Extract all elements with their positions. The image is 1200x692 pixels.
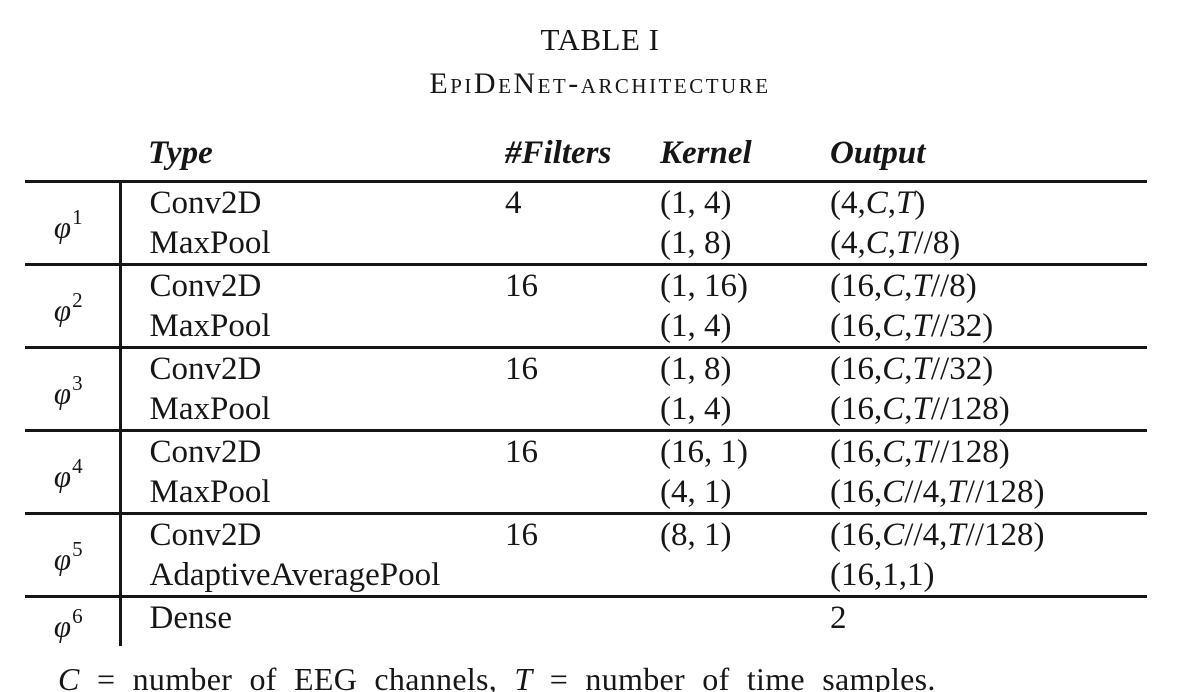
- layer-label: φ3: [25, 347, 122, 431]
- table-row: AdaptiveAveragePool (16,1,1): [25, 555, 1147, 597]
- cell-output: (16,C,T//8): [830, 268, 977, 304]
- cell-kernel: (1, 8): [660, 351, 732, 387]
- cell-filters: 16: [505, 517, 538, 553]
- column-header-kernel: Kernel: [655, 134, 825, 183]
- cell-output: (16,C,T//32): [830, 308, 994, 344]
- cell-filters: [500, 306, 655, 348]
- table-header: Type #Filters Kernel Output: [25, 134, 1147, 183]
- cell-filters: [500, 223, 655, 265]
- cell-kernel: (8, 1): [660, 517, 732, 553]
- cell-filters: [500, 597, 655, 647]
- cell-filters: [500, 472, 655, 514]
- table-row: MaxPool (1, 4) (16,C,T//128): [25, 389, 1147, 431]
- table-row: φ2 Conv2D 16 (1, 16) (16,C,T//8): [25, 264, 1147, 348]
- column-header-phi: [25, 134, 120, 183]
- header-row: Type #Filters Kernel Output: [25, 134, 1147, 183]
- cell-filters: 16: [505, 268, 538, 304]
- table-footnote: C = number of EEG channels, T = number o…: [58, 661, 936, 692]
- layer-label: φ4: [25, 430, 122, 514]
- cell-output: (16,C//4,T//128): [830, 517, 1045, 553]
- cell-type: Conv2D: [149, 185, 262, 221]
- cell-kernel: (1, 8): [660, 225, 732, 261]
- table-row: MaxPool (1, 4) (16,C,T//32): [25, 306, 1147, 348]
- cell-output: (16,C//4,T//128): [830, 474, 1045, 510]
- column-header-output: Output: [825, 134, 1147, 183]
- cell-type: Dense: [149, 600, 232, 636]
- table-caption-number: TABLE I: [540, 22, 660, 57]
- layer-group-phi1: φ1 Conv2D 4 (1, 4) (4,C,T) MaxPool (1, 8…: [25, 181, 1147, 265]
- table-row: φ3 Conv2D 16 (1, 8) (16,C,T//32): [25, 347, 1147, 431]
- cell-output: (16,C,T//128): [830, 391, 1010, 427]
- table-row: MaxPool (1, 8) (4,C,T//8): [25, 223, 1147, 265]
- cell-kernel: (1, 4): [660, 308, 732, 344]
- cell-kernel: (1, 4): [660, 185, 732, 221]
- layer-label: φ1: [25, 181, 122, 265]
- cell-filters: 16: [505, 434, 538, 470]
- cell-type: MaxPool: [149, 391, 271, 427]
- cell-type: MaxPool: [149, 308, 271, 344]
- cell-kernel: (1, 4): [660, 391, 732, 427]
- cell-type: MaxPool: [149, 474, 271, 510]
- table-row: φ6 Dense 2: [25, 596, 1147, 647]
- layer-label: φ6: [25, 596, 122, 647]
- cell-kernel: (16, 1): [660, 434, 748, 470]
- cell-kernel: [655, 555, 825, 597]
- cell-type: Conv2D: [149, 351, 262, 387]
- table-row: φ4 Conv2D 16 (16, 1) (16,C,T//128): [25, 430, 1147, 514]
- cell-filters: [500, 555, 655, 597]
- cell-filters: [500, 389, 655, 431]
- architecture-table: Type #Filters Kernel Output φ1 Conv2D 4 …: [25, 134, 1147, 647]
- cell-output: 2: [830, 600, 847, 636]
- table-row: φ5 Conv2D 16 (8, 1) (16,C//4,T//128): [25, 513, 1147, 597]
- layer-label: φ5: [25, 513, 122, 597]
- cell-output: (16,1,1): [830, 557, 935, 593]
- cell-type: Conv2D: [149, 268, 262, 304]
- layer-group-phi6: φ6 Dense 2: [25, 596, 1147, 647]
- table-row: φ1 Conv2D 4 (1, 4) (4,C,T): [25, 181, 1147, 265]
- cell-type: MaxPool: [149, 225, 271, 261]
- cell-kernel: (4, 1): [660, 474, 732, 510]
- table-caption-title: EpiDeNet-architecture: [429, 67, 771, 100]
- layer-group-phi3: φ3 Conv2D 16 (1, 8) (16,C,T//32) MaxPool…: [25, 347, 1147, 431]
- cell-output: (16,C,T//128): [830, 434, 1010, 470]
- cell-output: (4,C,T//8): [830, 225, 961, 261]
- layer-group-phi4: φ4 Conv2D 16 (16, 1) (16,C,T//128) MaxPo…: [25, 430, 1147, 514]
- cell-filters: 16: [505, 351, 538, 387]
- layer-label: φ2: [25, 264, 122, 348]
- cell-output: (16,C,T//32): [830, 351, 994, 387]
- cell-filters: 4: [505, 185, 522, 221]
- cell-type: AdaptiveAveragePool: [149, 557, 441, 593]
- cell-kernel: (1, 16): [660, 268, 748, 304]
- layer-group-phi2: φ2 Conv2D 16 (1, 16) (16,C,T//8) MaxPool…: [25, 264, 1147, 348]
- cell-type: Conv2D: [149, 517, 262, 553]
- paper-page: TABLE I EpiDeNet-architecture Type #Filt…: [0, 22, 1200, 692]
- cell-kernel: [655, 597, 825, 647]
- cell-type: Conv2D: [149, 434, 262, 470]
- column-header-type: Type: [120, 134, 500, 183]
- column-header-filters: #Filters: [500, 134, 655, 183]
- table-row: MaxPool (4, 1) (16,C//4,T//128): [25, 472, 1147, 514]
- layer-group-phi5: φ5 Conv2D 16 (8, 1) (16,C//4,T//128) Ada…: [25, 513, 1147, 597]
- cell-output: (4,C,T): [830, 185, 926, 221]
